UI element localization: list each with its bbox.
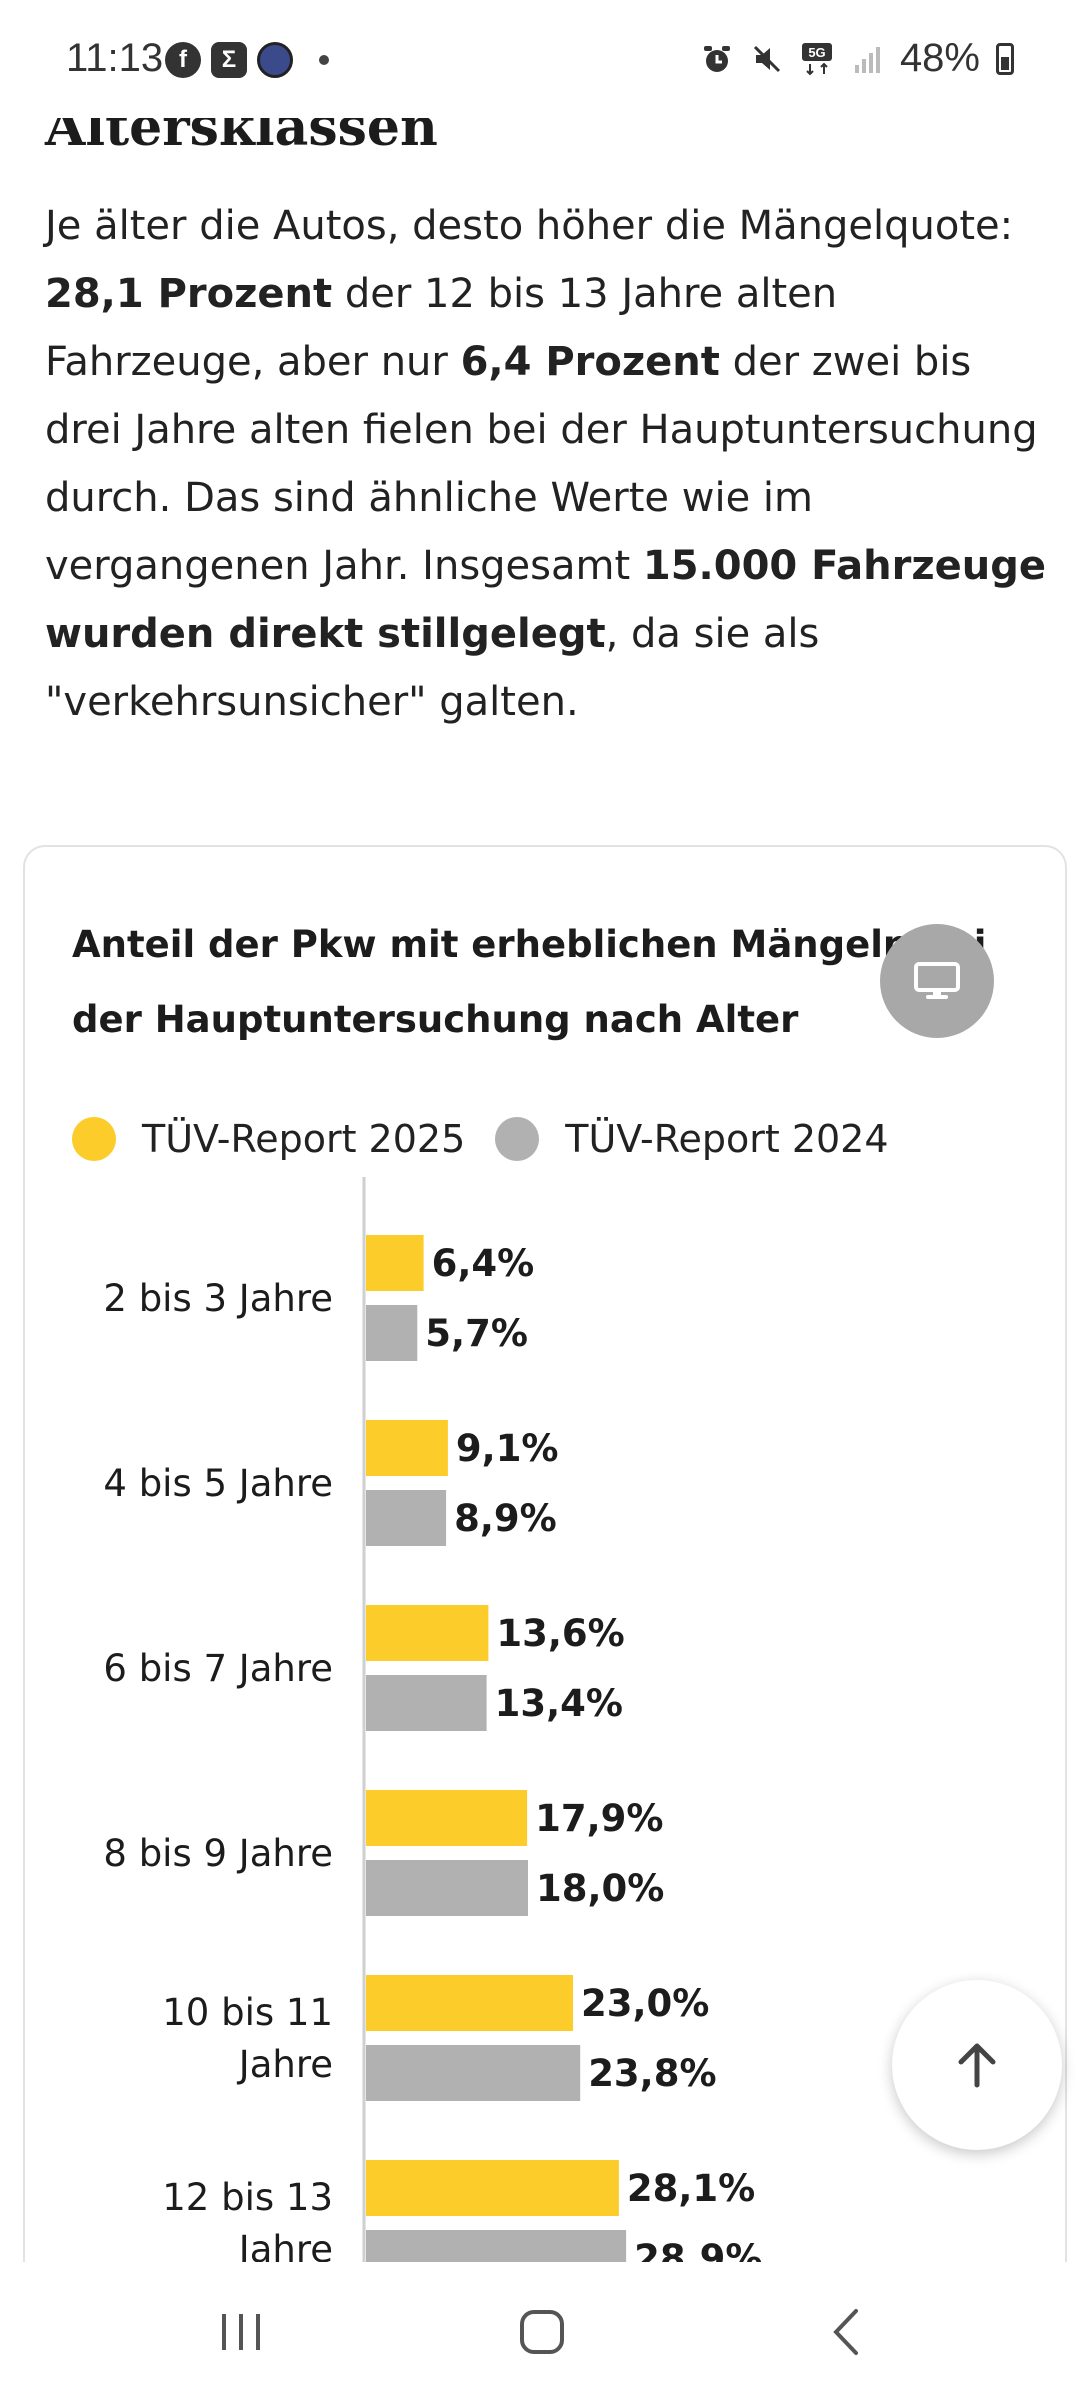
system-nav-bar bbox=[0, 2262, 1080, 2400]
article-body: Altersklassen Je älter die Autos, desto … bbox=[45, 90, 1046, 736]
battery-icon bbox=[996, 42, 1014, 75]
category-label: 4 bis 5 Jahre bbox=[103, 1462, 333, 1505]
bar-2025 bbox=[366, 1975, 573, 2031]
bar-value-label: 18,0% bbox=[536, 1867, 664, 1910]
scroll-top-button[interactable] bbox=[892, 1980, 1062, 2150]
category-label-line: 12 bis 13 bbox=[162, 2176, 333, 2219]
bar-value-label: 23,0% bbox=[581, 1982, 709, 2025]
system-status: 5G 48% bbox=[700, 36, 1014, 81]
bar-2025 bbox=[366, 2160, 619, 2216]
bar-2024 bbox=[366, 1490, 447, 1546]
network-label: 5G bbox=[808, 45, 825, 60]
arrow-up-icon bbox=[958, 2043, 996, 2088]
legend-dot-2025 bbox=[72, 1117, 116, 1161]
bar-2024 bbox=[366, 1305, 418, 1361]
status-time: 11:13 bbox=[66, 36, 164, 80]
recent-apps-icon bbox=[222, 2314, 260, 2350]
paragraph-text: Je älter die Autos, desto höher die Mäng… bbox=[45, 203, 1014, 249]
back-button[interactable] bbox=[806, 2302, 886, 2362]
chart-legend: TÜV-Report 2025 TÜV-Report 2024 bbox=[72, 1117, 919, 1161]
category-label: 10 bis 11 Jahre bbox=[162, 1991, 333, 2086]
category-label: 6 bis 7 Jahre bbox=[103, 1647, 333, 1690]
paragraph-highlight: 15.000 Fahrzeuge wurden direkt stillgele… bbox=[45, 543, 1046, 657]
bar-value-label: 13,6% bbox=[496, 1612, 624, 1655]
mute-icon bbox=[750, 42, 784, 76]
paragraph-text: der 12 bis 13 Jahre alten Fahrzeuge, abe… bbox=[45, 271, 838, 385]
category-label-line: Jahre bbox=[237, 2228, 333, 2267]
bar-value-label: 17,9% bbox=[535, 1797, 663, 1840]
monitor-icon bbox=[914, 962, 960, 999]
chart-title: Anteil der Pkw mit erheblichen Mängeln b… bbox=[72, 923, 987, 1041]
legend-item-2025[interactable]: TÜV-Report 2025 bbox=[72, 1117, 465, 1161]
paragraph-highlight: 6,4 Prozent bbox=[460, 339, 720, 385]
home-button[interactable] bbox=[502, 2302, 582, 2362]
facebook-icon: f bbox=[165, 42, 201, 78]
article-paragraph: Je älter die Autos, desto höher die Mäng… bbox=[45, 192, 1055, 736]
category-label-line: 6 bis 7 Jahre bbox=[103, 1647, 333, 1690]
legend-dot-2024 bbox=[495, 1117, 540, 1161]
bar-value-label: 8,9% bbox=[454, 1497, 557, 1540]
bar-2024 bbox=[366, 2045, 581, 2101]
sigma-app-icon: Σ bbox=[211, 42, 247, 78]
bar-2024 bbox=[366, 1675, 487, 1731]
bar-2024 bbox=[366, 2230, 627, 2267]
more-notifications-icon bbox=[319, 55, 329, 65]
screen-mode-button[interactable] bbox=[880, 924, 994, 1038]
notification-icons: f Σ bbox=[165, 42, 329, 78]
bar-value-label: 5,7% bbox=[425, 1312, 528, 1355]
bar-2025 bbox=[366, 1790, 528, 1846]
bar-value-label: 9,1% bbox=[456, 1427, 559, 1470]
category-label-line: 4 bis 5 Jahre bbox=[103, 1462, 333, 1505]
bar-2025 bbox=[366, 1235, 424, 1291]
chart-card: Anteil der Pkw mit erheblichen Mängeln b… bbox=[23, 845, 1067, 2345]
category-label-line: 8 bis 9 Jahre bbox=[103, 1832, 333, 1875]
bar-chart-plot: 2 bis 3 Jahre 6,4% 5,7% 4 bis 5 Jahre 9,1% 8,… bbox=[103, 1177, 762, 2267]
legend-label-2024: TÜV-Report 2024 bbox=[565, 1117, 889, 1161]
bar-value-label: 23,8% bbox=[588, 2052, 716, 2095]
app-globe-icon bbox=[257, 42, 293, 78]
bar-value-label: 28,1% bbox=[627, 2167, 755, 2210]
category-label-line: 2 bis 3 Jahre bbox=[103, 1277, 333, 1320]
battery-percent: 48% bbox=[899, 36, 980, 80]
category-label: 8 bis 9 Jahre bbox=[103, 1832, 333, 1875]
paragraph-text: der zwei bis drei Jahre alten fielen bei… bbox=[45, 339, 1038, 589]
status-bar: 11:13 f Σ 5G 48% bbox=[0, 0, 1080, 118]
recent-apps-button[interactable] bbox=[201, 2302, 281, 2362]
category-label: 2 bis 3 Jahre bbox=[103, 1277, 333, 1320]
bar-2025 bbox=[366, 1605, 489, 1661]
back-icon bbox=[833, 2309, 858, 2355]
home-icon bbox=[520, 2310, 564, 2354]
legend-item-2024[interactable]: TÜV-Report 2024 bbox=[495, 1117, 889, 1161]
paragraph-text: , da sie als "verkehrsunsicher" galten. bbox=[45, 611, 820, 725]
bar-2025 bbox=[366, 1420, 448, 1476]
paragraph-highlight: 28,1 Prozent bbox=[45, 271, 333, 317]
category-label-line: 10 bis 11 bbox=[162, 1991, 333, 2034]
bar-value-label: 6,4% bbox=[432, 1242, 535, 1285]
category-label: 12 bis 13 Jahre bbox=[162, 2176, 333, 2267]
alarm-icon bbox=[700, 42, 734, 76]
bar-2024 bbox=[366, 1860, 528, 1916]
bar-value-label: 13,4% bbox=[495, 1682, 623, 1725]
signal-icon bbox=[850, 42, 884, 76]
category-label-line: Jahre bbox=[237, 2043, 333, 2086]
legend-label-2025: TÜV-Report 2025 bbox=[142, 1117, 466, 1161]
network-5g-icon: 5G bbox=[800, 42, 834, 76]
